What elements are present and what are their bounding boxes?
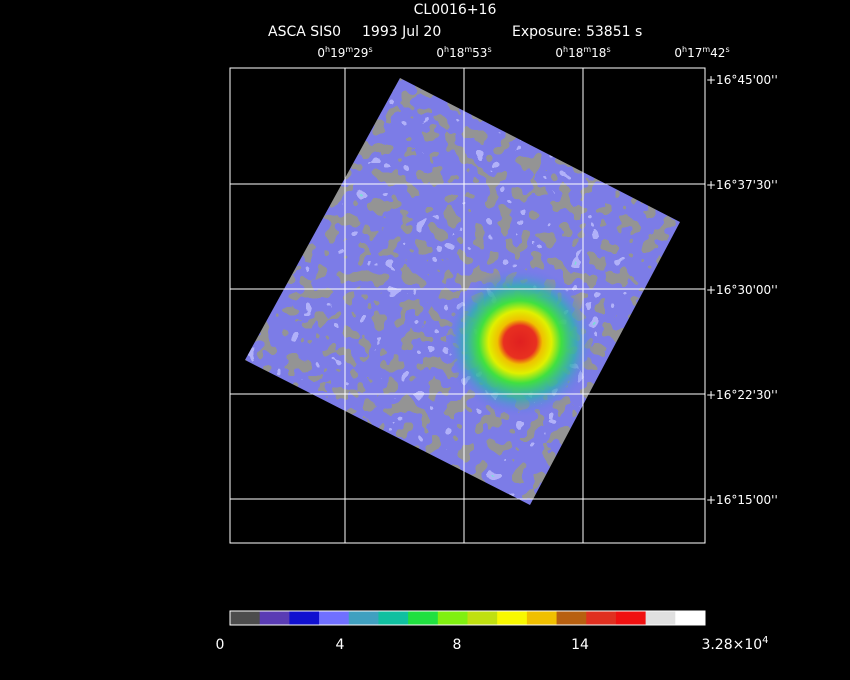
colorbar-label: 14 — [571, 637, 589, 653]
ra-part: h — [325, 45, 330, 54]
colorbar-segment — [408, 611, 439, 625]
ra-part: 0 — [555, 46, 563, 60]
colorbar: 0 4 8 14 3.28×104 — [216, 610, 769, 653]
colorbar-segment — [586, 611, 617, 625]
colorbar-label: 4 — [336, 637, 345, 653]
colorbar-max-label: 3.28×104 — [701, 635, 768, 653]
colorbar-segment — [378, 611, 409, 625]
dec-label: +16°37'30'' — [706, 178, 778, 192]
colorbar-segment — [319, 611, 350, 625]
ra-label: 0h18m18s — [555, 45, 610, 60]
object-title: CL0016+16 — [414, 2, 497, 18]
ra-label: 0h17m42s — [674, 45, 729, 60]
colorbar-segment — [259, 611, 290, 625]
ra-part: 18 — [568, 46, 583, 60]
ra-part: 19 — [330, 46, 345, 60]
xray-image — [245, 78, 680, 505]
ra-part: m — [702, 45, 710, 54]
colorbar-segment — [497, 611, 528, 625]
ra-part: s — [368, 45, 372, 54]
colorbar-segment — [526, 611, 558, 625]
ra-part: h — [682, 45, 687, 54]
ra-part: s — [487, 45, 491, 54]
colorbar-segment — [645, 611, 676, 625]
colorbar-segment — [289, 611, 320, 625]
ra-part: 0 — [674, 46, 682, 60]
ra-part: 0 — [317, 46, 325, 60]
ra-part: s — [725, 45, 729, 54]
colorbar-segment — [675, 611, 706, 625]
instrument: ASCA SIS0 — [268, 24, 341, 40]
colorbar-segment — [348, 611, 379, 625]
ra-part: 18 — [591, 46, 606, 60]
dec-label: +16°22'30'' — [706, 388, 778, 402]
ra-part: 18 — [449, 46, 464, 60]
ra-part: m — [345, 45, 353, 54]
colorbar-label: 0 — [216, 637, 225, 653]
mantissa: 3.28×10 — [701, 637, 762, 653]
ra-part: 29 — [353, 46, 368, 60]
colorbar-segment — [556, 611, 587, 625]
ra-label: 0h19m29s — [317, 45, 372, 60]
coordinate-grid — [229, 67, 706, 544]
ra-part: h — [444, 45, 449, 54]
ra-part: h — [563, 45, 568, 54]
dec-label: +16°45'00'' — [706, 73, 778, 87]
dec-label: +16°30'00'' — [706, 283, 778, 297]
date: 1993 Jul 20 — [362, 24, 441, 40]
ra-part: 53 — [472, 46, 487, 60]
colorbar-segment — [230, 611, 261, 625]
ra-part: 0 — [436, 46, 444, 60]
ra-part: 42 — [710, 46, 725, 60]
colorbar-frame — [229, 610, 706, 626]
ra-part: 17 — [687, 46, 702, 60]
colorbar-segment — [437, 611, 468, 625]
dec-label: +16°15'00'' — [706, 493, 778, 507]
colorbar-segment — [467, 611, 498, 625]
exposure: Exposure: 53851 s — [512, 24, 642, 40]
exponent: 4 — [762, 635, 768, 646]
ra-label: 0h18m53s — [436, 45, 491, 60]
colorbar-label: 8 — [453, 637, 462, 653]
ra-part: s — [606, 45, 610, 54]
ra-part: m — [464, 45, 472, 54]
colorbar-segment — [615, 611, 647, 625]
ra-part: m — [583, 45, 591, 54]
